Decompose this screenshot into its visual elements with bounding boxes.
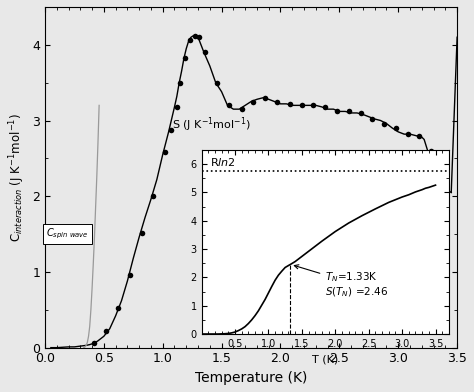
Point bbox=[225, 102, 232, 109]
Point bbox=[392, 125, 400, 131]
Point bbox=[201, 49, 209, 56]
Point bbox=[404, 131, 411, 137]
Point bbox=[298, 102, 305, 109]
Text: S (J K$^{-1}$mol$^{-1}$): S (J K$^{-1}$mol$^{-1}$) bbox=[172, 116, 251, 134]
Point bbox=[439, 178, 447, 184]
Point bbox=[138, 229, 146, 236]
Point bbox=[286, 101, 294, 107]
Point bbox=[126, 272, 134, 278]
Point bbox=[428, 148, 435, 154]
Point bbox=[261, 94, 269, 101]
Point bbox=[114, 305, 122, 311]
Point bbox=[310, 102, 317, 109]
Point bbox=[369, 116, 376, 122]
Point bbox=[357, 110, 365, 116]
Point bbox=[177, 80, 184, 86]
Point bbox=[161, 149, 169, 156]
Point bbox=[380, 120, 388, 127]
Point bbox=[195, 34, 203, 40]
Point bbox=[191, 33, 198, 39]
Point bbox=[173, 104, 181, 110]
Point bbox=[345, 108, 353, 114]
Point bbox=[91, 340, 98, 346]
Point bbox=[181, 55, 189, 62]
Point bbox=[186, 37, 193, 44]
Point bbox=[238, 106, 246, 112]
Point bbox=[149, 193, 157, 200]
Point bbox=[213, 80, 221, 86]
Point bbox=[250, 98, 257, 105]
Text: $C_{spin\ wave}$: $C_{spin\ wave}$ bbox=[46, 227, 89, 241]
Y-axis label: C$_{interaction}$ (J K$^{-1}$mol$^{-1}$): C$_{interaction}$ (J K$^{-1}$mol$^{-1}$) bbox=[7, 113, 27, 242]
X-axis label: Temperature (K): Temperature (K) bbox=[195, 371, 307, 385]
Point bbox=[273, 98, 281, 105]
Point bbox=[167, 127, 175, 133]
Point bbox=[321, 104, 329, 110]
Point bbox=[416, 132, 423, 139]
Point bbox=[102, 328, 110, 334]
Point bbox=[333, 108, 341, 114]
